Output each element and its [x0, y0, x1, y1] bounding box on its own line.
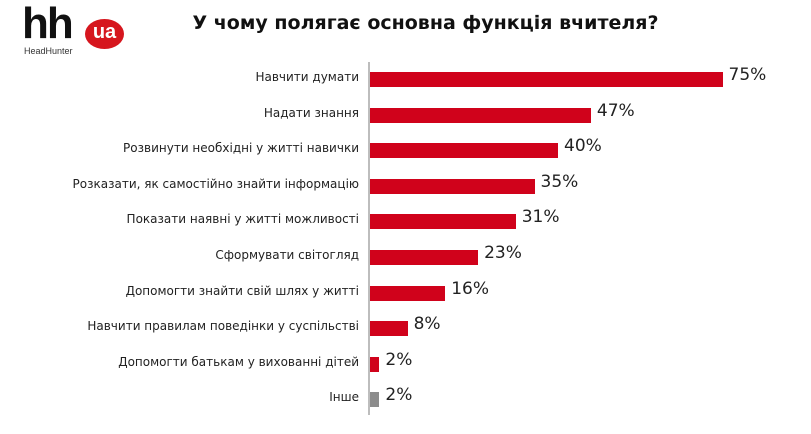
bar-row: Навчити правилам поведінки у суспільстві… [0, 311, 811, 346]
value-label: 47% [596, 100, 635, 121]
value-label: 2% [385, 349, 413, 370]
bar-row: Допомогти знайти свій шлях у житті 16% [0, 276, 811, 311]
chart-title: У чому полягає основна функція вчителя? [192, 12, 659, 34]
bar [370, 250, 479, 265]
bar [370, 392, 380, 408]
value-label: 40% [564, 136, 602, 157]
category-label: Допомогти батькам у вихованні дітей [118, 354, 359, 369]
bar-row: Розказати, як самостійно знайти інформац… [0, 169, 811, 204]
value-label: 31% [521, 207, 560, 228]
value-label: 23% [484, 243, 522, 263]
value-label: 2% [385, 385, 413, 406]
bar [370, 178, 535, 194]
logo-badge: ua [85, 19, 124, 49]
logo-mark: hh [22, 0, 74, 48]
category-label: Допомогти знайти свій шлях у житті [125, 283, 359, 298]
bar [370, 107, 591, 123]
value-label: 16% [451, 278, 489, 299]
bar [370, 356, 380, 372]
category-label: Навчити правилам поведінки у суспільстві [87, 319, 359, 334]
logo-subtitle: HeadHunter [24, 46, 73, 56]
bar-row: Навчити думати 75% [0, 62, 811, 97]
bar [370, 321, 408, 337]
value-label: 35% [540, 171, 579, 192]
category-label: Надати знання [263, 105, 359, 120]
category-label: Навчити думати [255, 70, 359, 84]
headhunter-logo: hh ua HeadHunter [22, 2, 132, 58]
value-label: 75% [728, 65, 767, 85]
bar [370, 143, 558, 159]
bar-row: Розвинути необхідні у житті навички 40% [0, 133, 811, 168]
category-label: Показати наявні у житті можливості [126, 212, 359, 227]
category-label: Розвинути необхідні у житті навички [123, 141, 359, 156]
bar-row: Надати знання 47% [0, 98, 811, 133]
bar-row: Допомогти батькам у вихованні дітей 2% [0, 347, 811, 382]
y-axis-line [368, 62, 370, 415]
value-label: 8% [413, 314, 441, 335]
bar-row: Показати наявні у житті можливості 31% [0, 204, 811, 239]
bar [370, 285, 446, 301]
bar-row: Інше 2% [0, 382, 811, 417]
bar [370, 214, 516, 230]
bar [370, 72, 723, 87]
category-label: Інше [329, 390, 359, 405]
bar-row: Сформувати світогляд 23% [0, 240, 811, 275]
category-label: Розказати, як самостійно знайти інформац… [72, 176, 359, 191]
category-label: Сформувати світогляд [215, 248, 359, 262]
